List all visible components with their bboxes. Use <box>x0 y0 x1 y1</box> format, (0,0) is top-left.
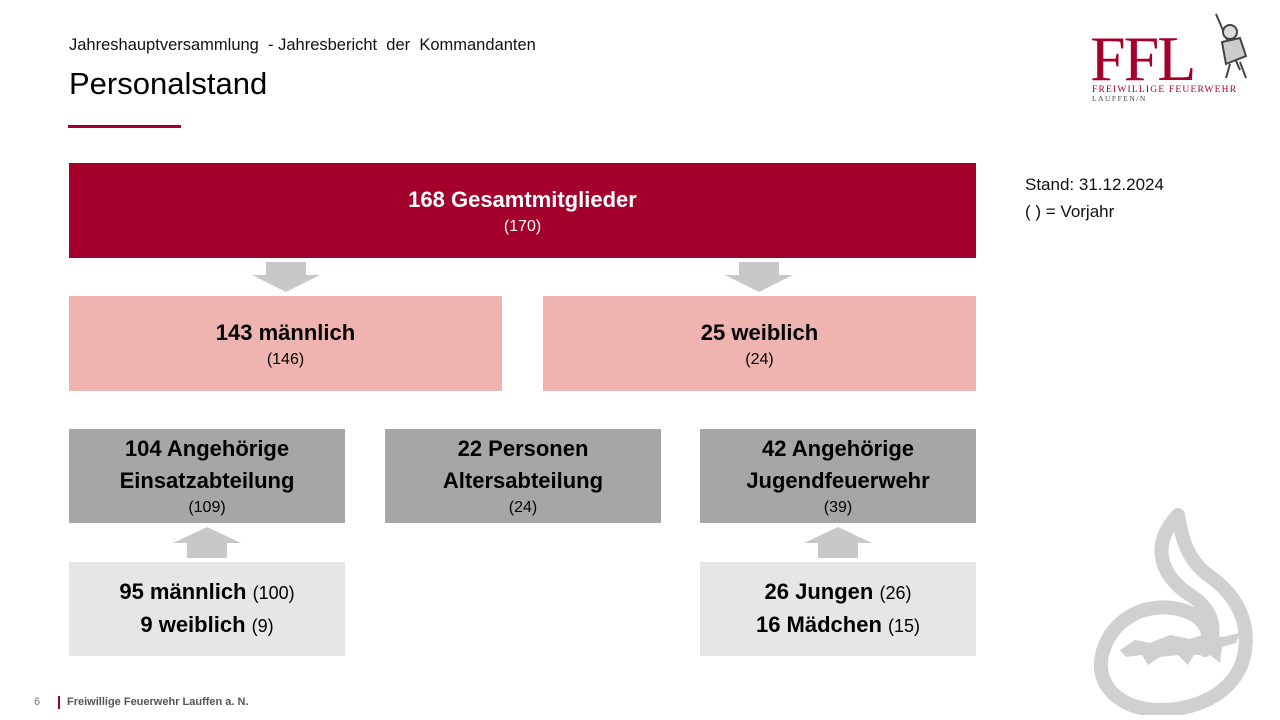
previous-year-legend: ( ) = Vorjahr <box>1025 202 1115 221</box>
einsatzabteilung-line-2: Einsatzabteilung <box>119 468 295 493</box>
altersabteilung-box: 22 Personen Altersabteilung (24) <box>385 429 661 523</box>
jugend-girls-line: 16 Mädchen (15) <box>756 609 920 642</box>
arrow-up-icon <box>804 527 872 558</box>
footer-organization: Freiwillige Feuerwehr Lauffen a. N. <box>67 696 249 708</box>
total-members-previous: (170) <box>503 217 542 235</box>
einsatz-female-previous: (9) <box>251 616 274 636</box>
einsatz-male-count: 95 männlich <box>119 579 247 604</box>
stand-date: Stand: 31.12.2024 <box>1025 175 1164 194</box>
einsatz-female-count: 9 weiblich <box>140 612 246 637</box>
altersabteilung-line-1: 22 Personen <box>457 436 589 461</box>
einsatzabteilung-previous: (109) <box>188 499 226 516</box>
page-number: 6 <box>34 696 41 708</box>
jugend-girls-count: 16 Mädchen <box>755 612 882 637</box>
logo-line-1: FREIWILLIGE FEUERWEHR <box>1092 85 1237 95</box>
altersabteilung-line-2: Altersabteilung <box>442 468 604 493</box>
jugendfeuerwehr-box: 42 Angehörige Jugendfeuerwehr (39) <box>700 429 976 523</box>
logo-figure-icon <box>1215 13 1248 79</box>
einsatz-female-line: 9 weiblich (9) <box>140 609 273 642</box>
female-members-previous: (24) <box>745 350 774 368</box>
stand-info: Stand: 31.12.2024 ( ) = Vorjahr <box>1025 171 1164 225</box>
arrow-down-icon <box>252 262 320 292</box>
arrow-up-icon <box>173 527 241 558</box>
jugend-girls-previous: (15) <box>888 616 921 636</box>
einsatzabteilung-box: 104 Angehörige Einsatzabteilung (109) <box>69 429 345 523</box>
jugendfeuerwehr-previous: (39) <box>823 499 853 516</box>
einsatzabteilung-line-1: 104 Angehörige <box>124 436 290 461</box>
jugendfeuerwehr-gender-box: 26 Jungen (26) 16 Mädchen (15) <box>700 562 976 656</box>
jugend-boys-count: 26 Jungen <box>764 579 874 604</box>
jugendfeuerwehr-line-2: Jugendfeuerwehr <box>746 468 930 493</box>
einsatz-male-previous: (100) <box>252 583 295 603</box>
arrow-down-icon <box>725 262 793 292</box>
einsatz-male-line: 95 männlich (100) <box>119 576 294 609</box>
male-members-previous: (146) <box>266 350 305 368</box>
female-members-box: 25 weiblich (24) <box>543 296 976 391</box>
male-members-count: 143 männlich <box>215 319 356 345</box>
title-underline <box>68 125 181 128</box>
total-members-count: 168 Gesamtmitglieder <box>408 186 637 212</box>
flame-lion-watermark-icon <box>1093 508 1253 715</box>
presentation-subtitle: Jahreshauptversammlung - Jahresbericht d… <box>69 36 536 54</box>
female-members-count: 25 weiblich <box>700 319 819 345</box>
ffl-logo: FFL FREIWILLIGE FEUERWEHR LAUFFEN/N <box>1090 13 1248 103</box>
logo-letters: FFL <box>1090 23 1194 94</box>
footer-divider <box>58 696 60 709</box>
jugend-boys-previous: (26) <box>879 583 912 603</box>
jugend-boys-line: 26 Jungen (26) <box>765 576 912 609</box>
slide-title: Personalstand <box>69 66 268 101</box>
altersabteilung-previous: (24) <box>508 499 538 516</box>
logo-line-2: LAUFFEN/N <box>1092 94 1147 103</box>
jugendfeuerwehr-line-1: 42 Angehörige <box>762 436 914 461</box>
einsatzabteilung-gender-box: 95 männlich (100) 9 weiblich (9) <box>69 562 345 656</box>
male-members-box: 143 männlich (146) <box>69 296 502 391</box>
total-members-box: 168 Gesamtmitglieder (170) <box>69 163 976 258</box>
